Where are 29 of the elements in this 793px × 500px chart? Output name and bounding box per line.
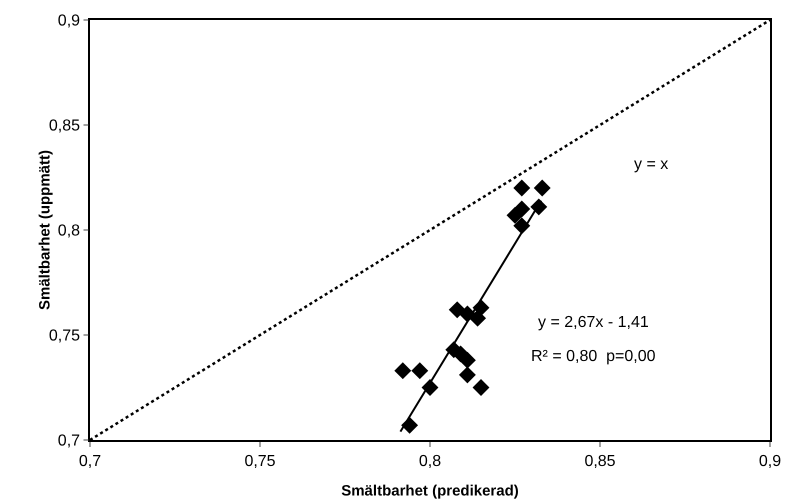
y-tick-label: 0,75 [48,328,80,345]
point [394,362,412,380]
x-tick-label: 0,85 [584,452,616,470]
point [458,306,476,322]
point [411,362,428,380]
x-tick-label: 0,8 [418,452,442,470]
y-tick-label: 0,85 [48,118,80,135]
point [472,379,490,396]
annotation: y = 2,67x - 1,41 [538,314,649,331]
y-tick-label: 0,8 [58,222,80,240]
point [458,352,476,369]
point [422,379,438,396]
point [472,299,490,316]
x-tick-label: 0,9 [758,452,782,470]
annotation: R² = 0,80 p=0,00 [531,348,656,365]
point [513,217,530,234]
y-axis-title: Smältbarhet (uppmätt) [36,150,54,310]
point [530,198,548,216]
point [513,180,530,196]
y-tick-label: 0,9 [58,12,80,30]
x-tick-label: 0,75 [244,452,276,470]
x-tick-label: 0,7 [78,452,102,470]
y-tick-label: 0,7 [58,432,80,450]
point [458,366,476,384]
point [401,416,418,434]
x-axis-title: Smältbarhet (predikerad) [341,482,519,500]
point [513,200,530,218]
annotation: y = x [634,156,668,173]
point [534,180,551,196]
